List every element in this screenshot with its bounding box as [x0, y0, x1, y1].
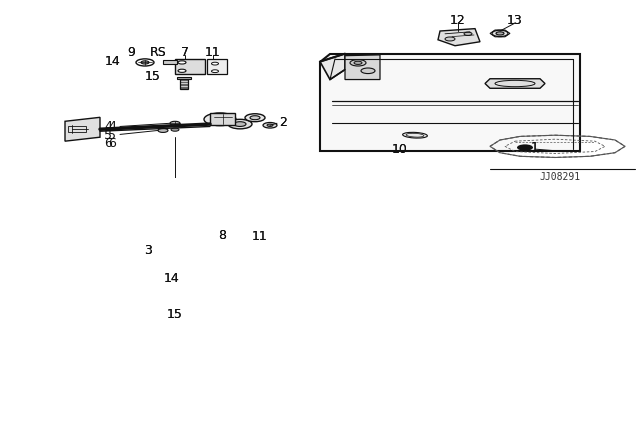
Circle shape	[211, 70, 218, 73]
Bar	[177, 77, 191, 79]
Circle shape	[250, 116, 260, 120]
Circle shape	[141, 61, 149, 64]
Bar	[175, 59, 205, 74]
Circle shape	[492, 30, 508, 37]
Text: 14: 14	[164, 272, 180, 285]
Text: 14: 14	[105, 55, 121, 68]
Text: 13: 13	[507, 14, 523, 27]
Text: 12: 12	[450, 14, 466, 27]
Circle shape	[136, 59, 154, 66]
Text: 1: 1	[531, 141, 539, 154]
Text: 11: 11	[252, 230, 268, 243]
Text: 3: 3	[144, 244, 152, 257]
Text: 7: 7	[181, 47, 189, 60]
Polygon shape	[65, 117, 100, 141]
Bar	[192, 302, 200, 315]
Circle shape	[204, 113, 236, 126]
Circle shape	[211, 62, 218, 65]
Circle shape	[193, 272, 201, 275]
Circle shape	[158, 129, 168, 133]
Bar	[189, 300, 203, 302]
Circle shape	[245, 114, 265, 122]
Circle shape	[170, 121, 180, 125]
Circle shape	[234, 122, 246, 126]
Circle shape	[464, 32, 472, 35]
Text: 1: 1	[531, 141, 539, 154]
Text: 4: 4	[108, 120, 116, 133]
Text: 10: 10	[392, 142, 408, 155]
Circle shape	[193, 262, 201, 265]
Text: JJ08291: JJ08291	[540, 172, 580, 182]
Bar	[188, 258, 226, 278]
Text: 4: 4	[104, 120, 112, 133]
Polygon shape	[485, 79, 545, 88]
Bar	[207, 59, 227, 74]
Circle shape	[350, 60, 366, 66]
Ellipse shape	[403, 132, 428, 138]
Text: 2: 2	[279, 116, 287, 129]
Text: 6: 6	[104, 137, 112, 150]
Bar	[180, 78, 188, 90]
Text: 12: 12	[450, 14, 466, 27]
Polygon shape	[345, 55, 380, 80]
Circle shape	[216, 118, 224, 121]
Circle shape	[166, 248, 184, 255]
Bar	[178, 261, 190, 265]
Text: 14: 14	[105, 55, 121, 68]
Text: 15: 15	[145, 70, 161, 83]
Text: 7: 7	[181, 47, 189, 60]
Circle shape	[178, 61, 186, 64]
Text: 3: 3	[144, 244, 152, 257]
Text: 15: 15	[145, 70, 161, 83]
Text: 13: 13	[507, 14, 523, 27]
Circle shape	[171, 128, 179, 131]
Text: 9: 9	[127, 47, 135, 60]
Text: 5: 5	[104, 129, 112, 142]
Circle shape	[237, 272, 244, 275]
Circle shape	[445, 37, 455, 41]
Polygon shape	[438, 29, 480, 46]
Polygon shape	[320, 54, 580, 151]
Bar	[230, 258, 254, 278]
Circle shape	[171, 250, 179, 253]
Circle shape	[212, 116, 228, 122]
Text: 2: 2	[279, 116, 287, 129]
Circle shape	[178, 69, 186, 73]
Circle shape	[263, 122, 277, 128]
Bar	[163, 60, 177, 65]
Circle shape	[267, 124, 273, 126]
Text: 8: 8	[218, 229, 226, 242]
Text: 10: 10	[392, 142, 408, 155]
Text: 11: 11	[205, 47, 221, 60]
Text: 15: 15	[167, 308, 183, 321]
Text: 9: 9	[127, 47, 135, 60]
Text: 8: 8	[218, 229, 226, 242]
Text: 5: 5	[108, 129, 116, 142]
Text: 11: 11	[205, 47, 221, 60]
Circle shape	[237, 263, 244, 266]
Circle shape	[361, 68, 375, 73]
Circle shape	[517, 144, 533, 151]
Circle shape	[228, 119, 252, 129]
Bar	[68, 126, 86, 132]
Text: 11: 11	[252, 230, 268, 243]
Text: RS: RS	[150, 47, 166, 60]
Circle shape	[496, 32, 504, 35]
Text: RS: RS	[150, 47, 166, 60]
Circle shape	[354, 61, 362, 65]
Text: 15: 15	[167, 308, 183, 321]
Text: 14: 14	[164, 272, 180, 285]
Bar	[210, 113, 235, 125]
Polygon shape	[320, 54, 345, 80]
Text: 6: 6	[108, 137, 116, 150]
